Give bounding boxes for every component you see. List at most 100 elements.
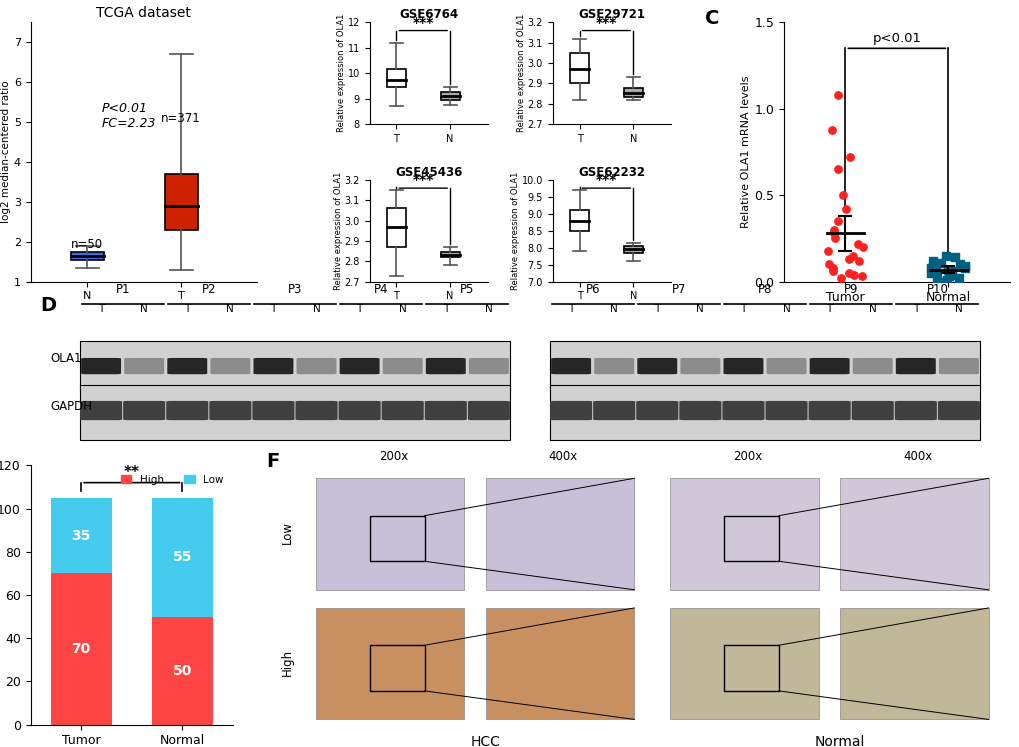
Text: P2: P2: [202, 283, 216, 297]
FancyBboxPatch shape: [570, 53, 588, 84]
FancyBboxPatch shape: [70, 252, 104, 260]
Text: T: T: [568, 304, 574, 314]
Bar: [152, 498, 213, 616]
Point: [950, 272, 966, 284]
Text: GAPDH: GAPDH: [50, 400, 92, 412]
Text: 55: 55: [172, 550, 192, 564]
FancyBboxPatch shape: [549, 341, 979, 391]
FancyBboxPatch shape: [594, 358, 634, 374]
FancyBboxPatch shape: [839, 478, 987, 590]
FancyBboxPatch shape: [440, 93, 460, 100]
Text: P10: P10: [925, 283, 948, 297]
FancyBboxPatch shape: [124, 358, 164, 374]
Point: [844, 249, 860, 261]
Text: 200x: 200x: [378, 450, 408, 462]
FancyBboxPatch shape: [624, 246, 642, 252]
FancyBboxPatch shape: [79, 341, 510, 391]
Title: GSE62232: GSE62232: [578, 166, 645, 179]
Text: T: T: [653, 304, 659, 314]
FancyBboxPatch shape: [339, 358, 379, 374]
FancyBboxPatch shape: [297, 358, 336, 374]
FancyBboxPatch shape: [636, 401, 678, 420]
Text: p<0.01: p<0.01: [871, 32, 920, 45]
Text: Normal: Normal: [814, 735, 864, 747]
Text: ***: ***: [595, 16, 616, 30]
FancyBboxPatch shape: [79, 385, 510, 440]
FancyBboxPatch shape: [253, 358, 293, 374]
Y-axis label: Relative expression of OLA1: Relative expression of OLA1: [511, 172, 520, 290]
FancyBboxPatch shape: [123, 401, 165, 420]
FancyBboxPatch shape: [252, 401, 294, 420]
FancyBboxPatch shape: [424, 401, 467, 420]
Text: B: B: [316, 0, 331, 3]
Text: P8: P8: [757, 283, 771, 297]
FancyBboxPatch shape: [894, 401, 935, 420]
Point: [854, 241, 870, 253]
FancyBboxPatch shape: [209, 401, 251, 420]
Text: ***: ***: [412, 173, 433, 187]
Text: OLA1: OLA1: [50, 352, 82, 365]
Title: GSE45436: GSE45436: [394, 166, 462, 179]
FancyBboxPatch shape: [680, 358, 719, 374]
FancyBboxPatch shape: [210, 358, 250, 374]
Text: P9: P9: [843, 283, 858, 297]
FancyBboxPatch shape: [469, 358, 508, 374]
Text: N: N: [313, 304, 320, 314]
FancyBboxPatch shape: [296, 401, 337, 420]
Y-axis label: Relative expression of OLA1: Relative expression of OLA1: [517, 14, 526, 132]
Point: [928, 272, 945, 284]
Text: P<0.01
FC=2.23: P<0.01 FC=2.23: [101, 102, 156, 130]
FancyBboxPatch shape: [593, 401, 635, 420]
Text: P6: P6: [585, 283, 599, 297]
FancyBboxPatch shape: [386, 69, 406, 87]
Bar: [152, 616, 213, 725]
FancyBboxPatch shape: [839, 608, 987, 719]
FancyBboxPatch shape: [165, 174, 198, 230]
Text: 50: 50: [172, 663, 192, 678]
Text: N: N: [868, 304, 875, 314]
Point: [936, 249, 953, 261]
FancyBboxPatch shape: [669, 608, 817, 719]
Point: [853, 270, 869, 282]
Text: T: T: [356, 304, 363, 314]
Point: [841, 253, 857, 265]
FancyBboxPatch shape: [550, 358, 591, 374]
Point: [956, 262, 972, 274]
FancyBboxPatch shape: [679, 401, 720, 420]
Text: 70: 70: [71, 642, 91, 656]
Text: P7: P7: [671, 283, 686, 297]
Point: [824, 224, 841, 236]
FancyBboxPatch shape: [669, 478, 817, 590]
FancyBboxPatch shape: [936, 401, 979, 420]
Text: P4: P4: [374, 283, 388, 297]
Point: [924, 255, 941, 267]
Point: [934, 276, 951, 288]
Point: [819, 244, 836, 256]
FancyBboxPatch shape: [315, 478, 464, 590]
Bar: [51, 498, 111, 574]
Y-axis label: Relative OLA1 mRNA levels: Relative OLA1 mRNA levels: [741, 75, 751, 229]
Text: T: T: [740, 304, 746, 314]
FancyBboxPatch shape: [766, 358, 806, 374]
FancyBboxPatch shape: [167, 358, 207, 374]
Text: 400x: 400x: [548, 450, 578, 462]
Text: N: N: [696, 304, 703, 314]
Text: T: T: [184, 304, 191, 314]
Point: [841, 151, 857, 163]
Text: N: N: [484, 304, 492, 314]
Point: [829, 215, 846, 227]
Text: ***: ***: [595, 173, 616, 187]
Point: [823, 123, 840, 135]
Point: [943, 269, 959, 281]
Text: N: N: [398, 304, 407, 314]
Text: N: N: [226, 304, 234, 314]
Text: T: T: [270, 304, 276, 314]
Text: N: N: [141, 304, 148, 314]
FancyBboxPatch shape: [895, 358, 934, 374]
Text: C: C: [704, 10, 718, 28]
FancyBboxPatch shape: [386, 208, 406, 247]
Point: [823, 262, 840, 274]
Title: GSE29721: GSE29721: [578, 8, 645, 21]
Point: [931, 257, 948, 269]
Text: T: T: [98, 304, 104, 314]
